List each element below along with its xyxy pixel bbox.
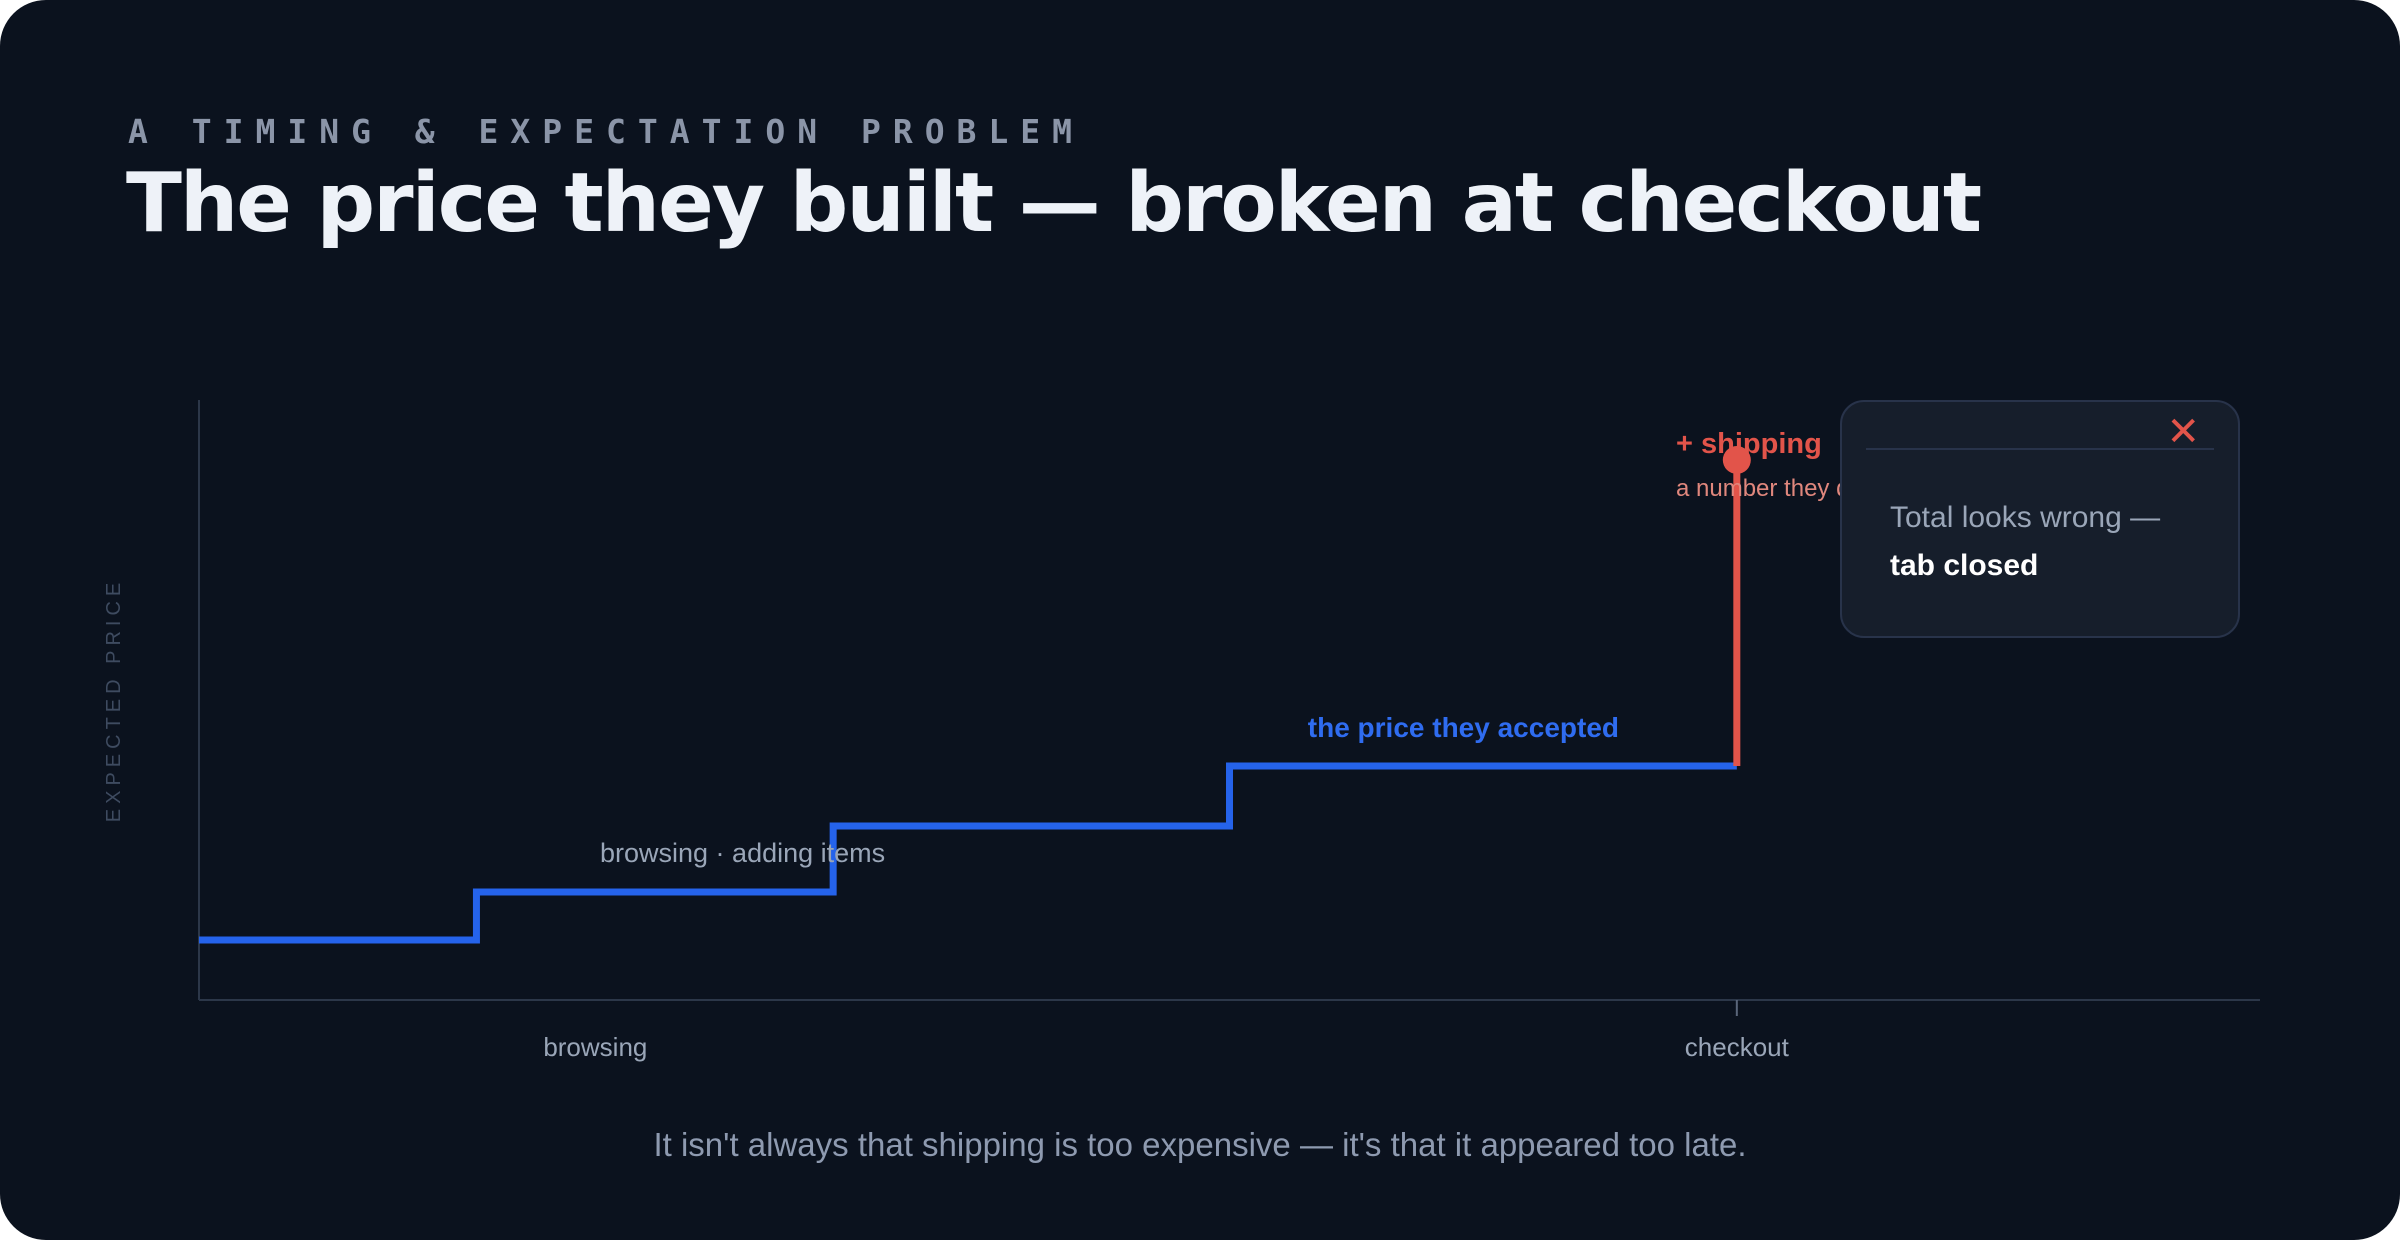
- annotation-accepted: the price they accepted: [1308, 712, 1619, 743]
- popup-text: Total looks wrong —: [1890, 501, 2161, 534]
- y-axis-label: EXPECTED PRICE: [103, 578, 125, 822]
- annotation-browsing: browsing · adding items: [600, 838, 885, 868]
- tab-closed-popup: ✕ Total looks wrong — tab closed: [1840, 400, 2240, 638]
- shipping-endpoint-dot: [1722, 446, 1751, 474]
- x-tick-label-browsing: browsing: [543, 1032, 647, 1062]
- page-title: The price they built — broken at checkou…: [126, 156, 1982, 251]
- x-tick-label-checkout: checkout: [1685, 1032, 1790, 1062]
- footer-caption: It isn't always that shipping is too exp…: [653, 1126, 1747, 1163]
- annotation-shipping: + shipping: [1676, 428, 1822, 460]
- series-line-accepted-price: [199, 762, 1737, 944]
- popup-bar: [1866, 448, 2214, 450]
- popup-message: Total looks wrong — tab closed: [1890, 494, 2220, 590]
- eyebrow: A TIMING & EXPECTATION PROBLEM: [128, 112, 1085, 151]
- close-icon[interactable]: ✕: [2166, 409, 2200, 455]
- popup-bold-text: tab closed: [1890, 549, 2039, 582]
